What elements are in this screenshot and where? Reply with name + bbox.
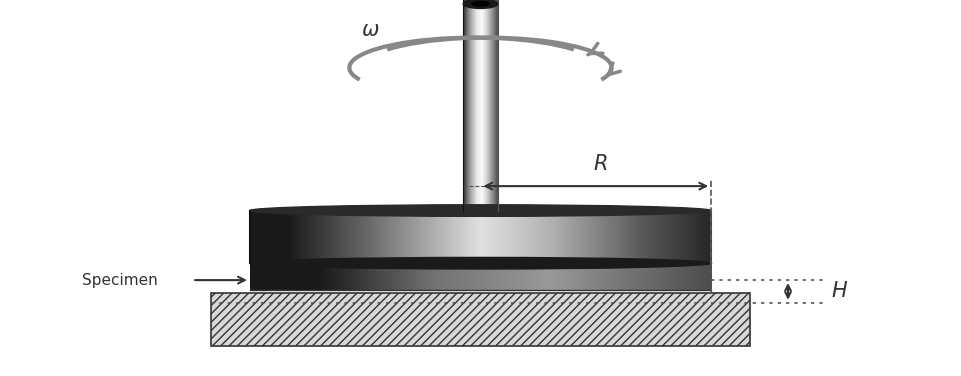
Text: R: R	[593, 153, 608, 174]
Ellipse shape	[250, 258, 711, 269]
Ellipse shape	[463, 0, 498, 8]
Text: H: H	[831, 281, 847, 302]
Bar	[211, 293, 750, 346]
Text: $\omega$: $\omega$	[360, 20, 380, 40]
Ellipse shape	[250, 205, 711, 216]
Text: Specimen: Specimen	[82, 273, 158, 288]
Ellipse shape	[472, 2, 489, 6]
